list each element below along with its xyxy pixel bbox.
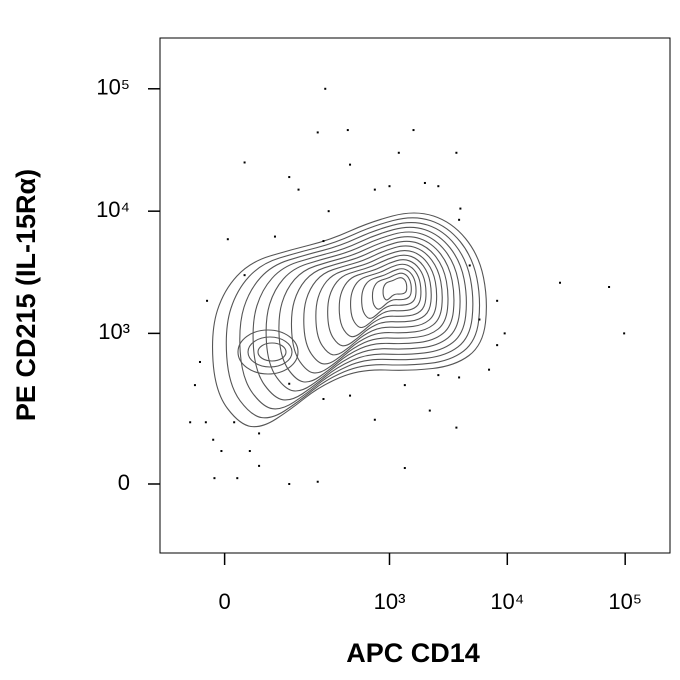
contour bbox=[252, 226, 467, 401]
event-dot bbox=[623, 332, 626, 335]
event-dot bbox=[468, 264, 471, 267]
event-dot bbox=[428, 409, 431, 412]
event-dot bbox=[324, 87, 327, 90]
event-dot bbox=[297, 188, 300, 191]
event-dot bbox=[458, 376, 461, 379]
event-dot bbox=[412, 129, 415, 132]
event-dot bbox=[213, 477, 216, 480]
contour bbox=[315, 250, 438, 356]
contour bbox=[211, 212, 487, 428]
event-dot bbox=[322, 240, 325, 243]
contour bbox=[247, 336, 293, 368]
contour bbox=[278, 236, 455, 383]
event-dot bbox=[322, 398, 325, 401]
x-tick-label: 10⁴ bbox=[490, 589, 524, 614]
event-dot bbox=[403, 467, 406, 470]
contour bbox=[371, 272, 412, 310]
y-tick-label: 10⁴ bbox=[96, 197, 130, 222]
event-dot bbox=[437, 374, 440, 377]
contour bbox=[382, 277, 408, 301]
event-dot bbox=[288, 482, 291, 485]
event-dot bbox=[248, 450, 251, 453]
event-dot bbox=[316, 131, 319, 134]
event-dot bbox=[437, 185, 440, 188]
contour bbox=[350, 263, 422, 329]
event-dot bbox=[459, 207, 462, 210]
event-dot bbox=[496, 299, 499, 302]
event-dot bbox=[496, 344, 499, 347]
event-dot bbox=[349, 394, 352, 397]
event-dot bbox=[288, 382, 291, 385]
event-dot bbox=[423, 181, 426, 184]
event-dot bbox=[226, 238, 229, 241]
contour bbox=[257, 342, 287, 362]
event-dot bbox=[236, 477, 239, 480]
event-dot bbox=[220, 450, 223, 453]
contour bbox=[239, 221, 474, 410]
contour bbox=[265, 231, 461, 392]
y-tick-label: 0 bbox=[118, 470, 130, 495]
event-dot bbox=[373, 188, 376, 191]
event-dot bbox=[455, 426, 458, 429]
event-dot bbox=[397, 151, 400, 154]
event-dot bbox=[478, 318, 481, 321]
event-dot bbox=[403, 384, 406, 387]
contour bbox=[290, 240, 449, 374]
y-tick-label: 10⁵ bbox=[96, 75, 130, 100]
contours bbox=[211, 212, 487, 428]
event-dot bbox=[288, 176, 291, 179]
contour bbox=[361, 268, 417, 319]
x-tick-label: 10⁵ bbox=[608, 589, 642, 614]
event-dot bbox=[206, 299, 209, 302]
event-dot bbox=[559, 281, 562, 284]
plot-frame bbox=[159, 37, 671, 554]
event-dot bbox=[204, 421, 207, 424]
x-tick-label: 10³ bbox=[374, 589, 406, 614]
event-dot bbox=[193, 384, 196, 387]
event-dot bbox=[189, 421, 192, 424]
event-dot bbox=[458, 218, 461, 221]
event-dot bbox=[258, 464, 261, 467]
contour bbox=[225, 217, 481, 419]
y-tick-label: 10³ bbox=[98, 319, 130, 344]
event-dot bbox=[488, 368, 491, 371]
contour bbox=[327, 254, 432, 347]
event-dot bbox=[273, 235, 276, 238]
event-dot bbox=[258, 432, 261, 435]
event-dot bbox=[388, 185, 391, 188]
event-dot bbox=[243, 161, 246, 164]
event-dot bbox=[346, 129, 349, 132]
contour bbox=[237, 329, 299, 375]
event-dot bbox=[327, 210, 330, 213]
x-tick-label: 0 bbox=[218, 589, 230, 614]
event-dot bbox=[233, 421, 236, 424]
event-dot bbox=[316, 480, 319, 483]
event-dot bbox=[455, 151, 458, 154]
y-axis-title: PE CD215 (IL-15Rα) bbox=[11, 169, 41, 421]
event-dot bbox=[608, 285, 611, 288]
event-dot bbox=[198, 360, 201, 363]
event-dot bbox=[349, 163, 352, 166]
contour bbox=[303, 245, 443, 365]
event-dot bbox=[503, 332, 506, 335]
x-axis-title: APC CD14 bbox=[346, 638, 480, 668]
event-dot bbox=[243, 274, 246, 277]
contour bbox=[338, 259, 427, 338]
event-dot bbox=[373, 418, 376, 421]
event-dot bbox=[212, 438, 215, 441]
